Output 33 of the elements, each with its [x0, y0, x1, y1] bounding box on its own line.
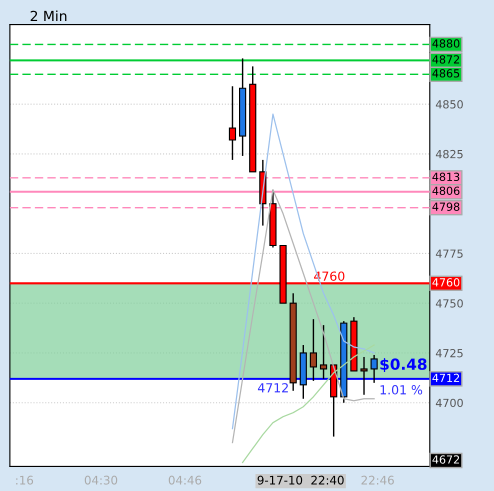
candlestick [320, 324, 328, 380]
line-series [242, 344, 375, 464]
candlestick [228, 86, 236, 161]
ref-line-label: 4806 [432, 186, 460, 195]
ref-line-label: 4865 [432, 69, 460, 78]
ref-line-label: 4872 [432, 55, 460, 64]
candlestick [360, 356, 368, 396]
ref-line-label: 4880 [432, 39, 460, 48]
annotation: 4760 [314, 271, 344, 281]
text: $0.48 [380, 358, 427, 372]
text: :16 [16, 476, 34, 485]
ref-line-label: 4813 [432, 172, 460, 182]
y-tick-label: 4725 [436, 348, 463, 358]
candlestick [310, 318, 318, 382]
y-tick-label: 4825 [436, 150, 463, 158]
ref-line-label: 4712 [432, 374, 460, 382]
text: 2 Min [30, 10, 66, 22]
annotation: 4712 [258, 383, 288, 392]
text: 04:30 [84, 476, 118, 485]
text: 04:46 [168, 476, 202, 485]
text: 9-17-10 22:40 [258, 476, 344, 485]
line-series [232, 114, 375, 430]
text: 4672 [432, 455, 460, 464]
y-tick-label: 4700 [436, 398, 463, 408]
y-tick-label: 4850 [436, 100, 463, 109]
ref-line-label: 4760 [432, 278, 460, 287]
y-tick-label: 4775 [436, 250, 463, 258]
text: 22:46 [361, 476, 394, 485]
y-tick-label: 4750 [436, 299, 463, 308]
text: 1.01 % [380, 385, 422, 395]
ref-line-label: 4798 [432, 202, 460, 211]
candlestick [370, 354, 378, 384]
line-series [232, 189, 375, 444]
